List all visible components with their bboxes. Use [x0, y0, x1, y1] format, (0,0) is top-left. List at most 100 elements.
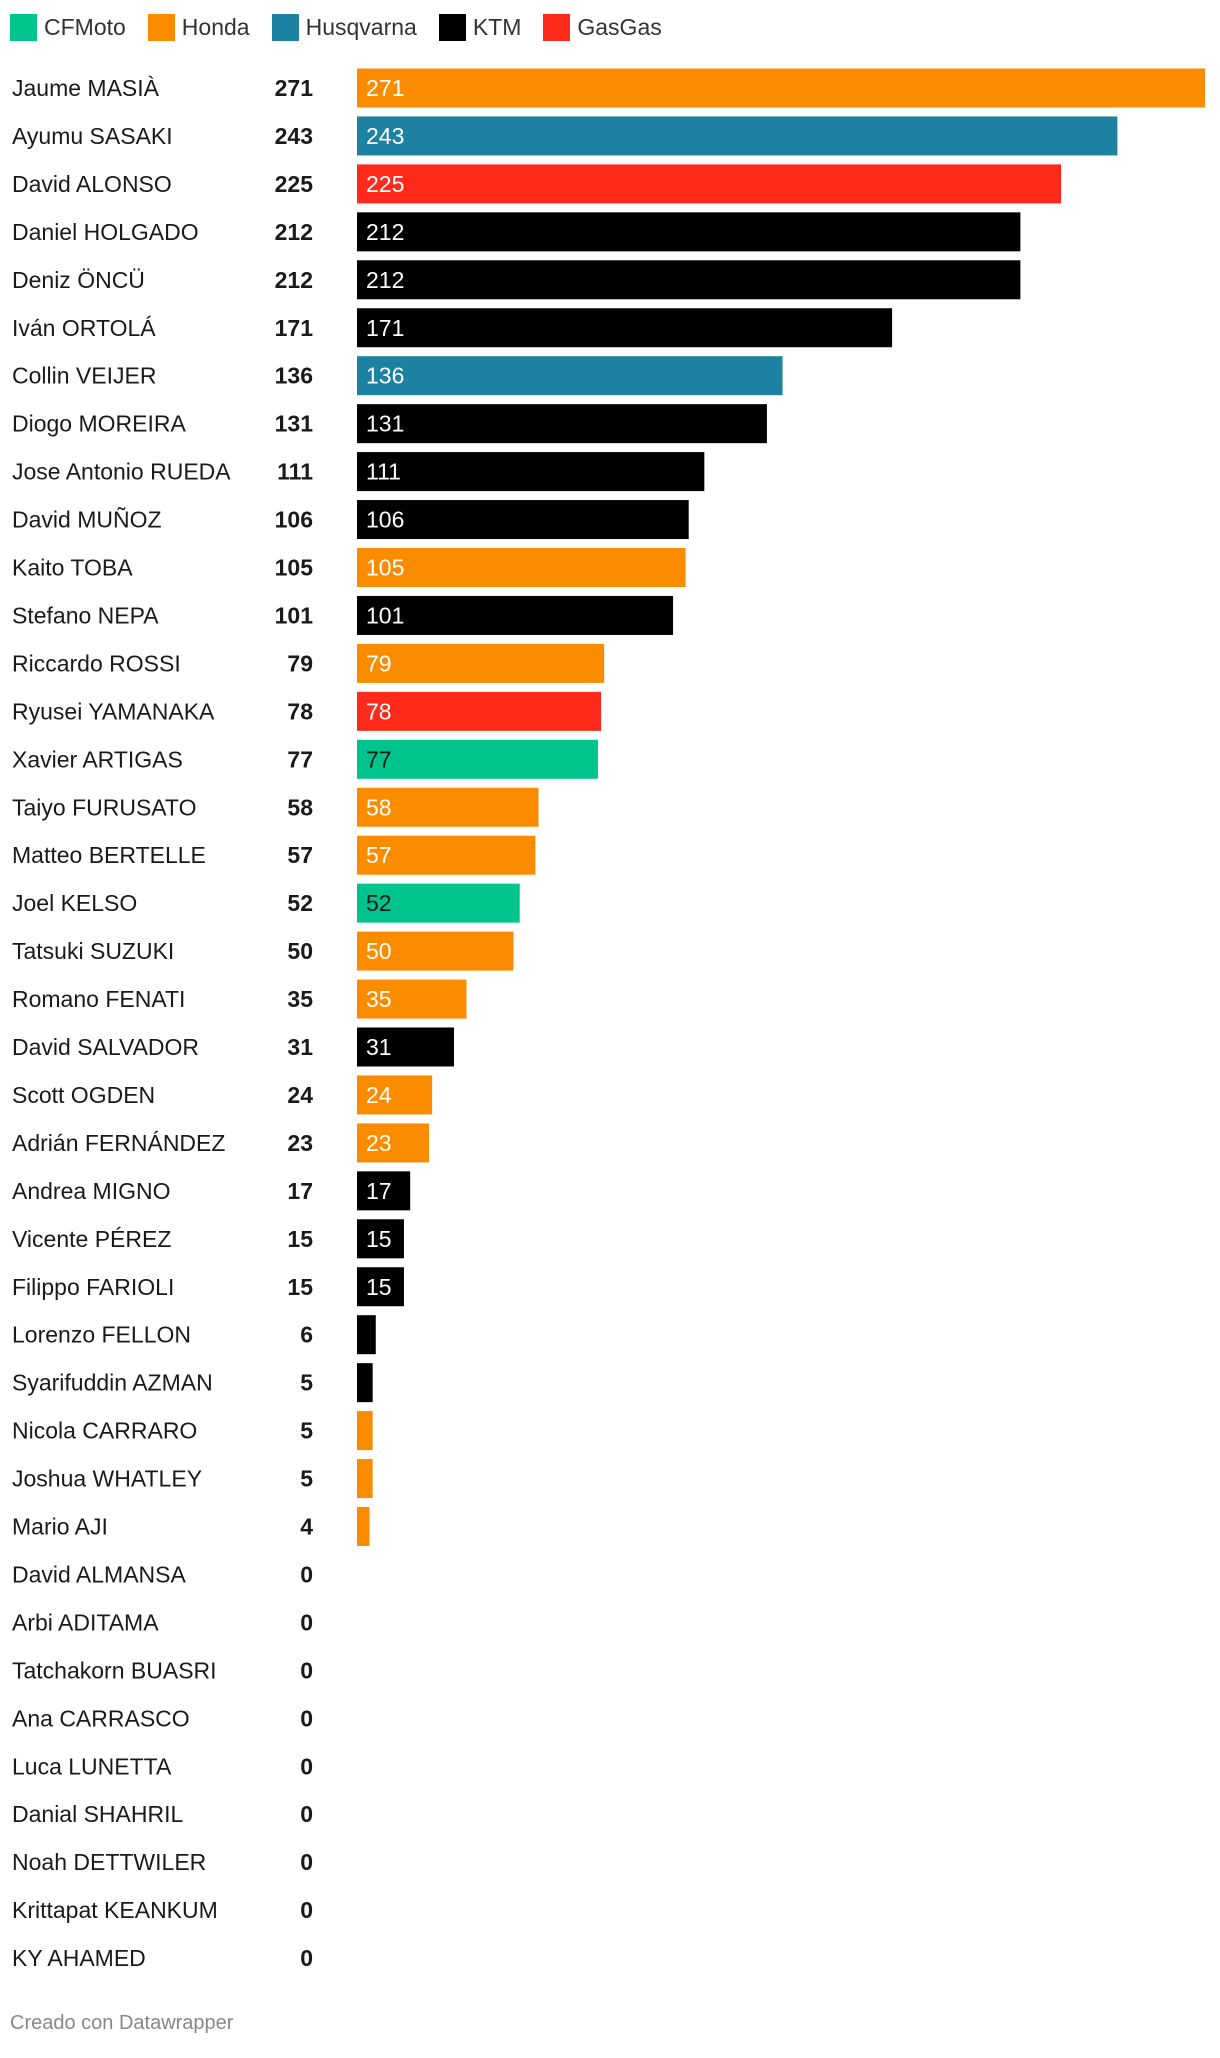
- bar: [357, 452, 705, 492]
- value-label: 136: [275, 363, 313, 389]
- category-label: Jose Antonio RUEDA: [12, 459, 231, 485]
- bar: [357, 116, 1118, 156]
- value-label: 24: [287, 1082, 313, 1108]
- legend-label: Husqvarna: [305, 13, 417, 40]
- bar: [357, 212, 1021, 252]
- category-label: Daniel HOLGADO: [12, 219, 199, 245]
- bar: [357, 1459, 373, 1499]
- category-label: David ALONSO: [12, 171, 172, 197]
- value-label: 15: [287, 1226, 313, 1252]
- category-label: Diogo MOREIRA: [12, 411, 186, 437]
- category-label: Syarifuddin AZMAN: [12, 1370, 213, 1396]
- legend-swatch: [543, 13, 571, 41]
- value-label: 271: [275, 75, 314, 101]
- bar-data-label: 212: [366, 267, 404, 293]
- bar: [357, 1123, 429, 1163]
- value-label: 79: [287, 650, 313, 676]
- value-label: 58: [287, 794, 313, 820]
- category-label: Lorenzo FELLON: [12, 1322, 191, 1348]
- legend-label: GasGas: [577, 13, 662, 40]
- footer-credit[interactable]: Creado con Datawrapper: [10, 2012, 234, 2034]
- value-label: 0: [300, 1753, 313, 1779]
- bar-data-label: 15: [366, 1226, 392, 1252]
- bar: [357, 1315, 376, 1355]
- bar-data-label: 15: [366, 1274, 392, 1300]
- value-label: 6: [300, 1322, 313, 1348]
- value-label: 5: [300, 1370, 313, 1396]
- bar-data-label: 35: [366, 986, 392, 1012]
- bar: [357, 500, 689, 540]
- value-label: 57: [287, 842, 313, 868]
- bar-data-label: 52: [366, 890, 392, 916]
- category-label: David MUÑOZ: [12, 507, 162, 533]
- category-label: Taiyo FURUSATO: [12, 794, 196, 820]
- value-label: 35: [287, 986, 313, 1012]
- category-label: Noah DETTWILER: [12, 1849, 206, 1875]
- category-label: Adrián FERNÁNDEZ: [12, 1130, 225, 1156]
- value-label: 0: [300, 1705, 313, 1731]
- value-label: 101: [275, 602, 314, 628]
- bar: [357, 164, 1062, 204]
- bar-data-label: 106: [366, 507, 404, 533]
- bar: [357, 739, 598, 779]
- value-label: 17: [287, 1178, 313, 1204]
- category-label: David ALMANSA: [12, 1561, 187, 1587]
- value-label: 225: [275, 171, 314, 197]
- legend-label: KTM: [472, 13, 522, 40]
- category-label: Tatchakorn BUASRI: [12, 1657, 217, 1683]
- bar: [357, 979, 467, 1019]
- value-label: 0: [300, 1945, 313, 1971]
- bar-data-label: 77: [366, 746, 392, 772]
- bar: [357, 356, 783, 396]
- legend: CFMoto Honda Husqvarna KTM GasGas: [10, 10, 684, 44]
- category-label: Iván ORTOLÁ: [12, 315, 156, 341]
- category-label: Danial SHAHRIL: [12, 1801, 183, 1827]
- category-label: Arbi ADITAMA: [12, 1609, 159, 1635]
- legend-swatch: [438, 13, 466, 41]
- category-label: Mario AJI: [12, 1514, 108, 1540]
- value-label: 31: [287, 1034, 313, 1060]
- category-label: Romano FENATI: [12, 986, 185, 1012]
- category-label: Joshua WHATLEY: [12, 1466, 202, 1492]
- category-label: Tatsuki SUZUKI: [12, 938, 174, 964]
- category-label: Luca LUNETTA: [12, 1753, 172, 1779]
- bar-data-label: 58: [366, 794, 392, 820]
- category-label: Andrea MIGNO: [12, 1178, 171, 1204]
- category-label: Jaume MASIÀ: [12, 75, 160, 101]
- value-label: 52: [287, 890, 313, 916]
- bar: [357, 1219, 404, 1259]
- value-label: 171: [275, 315, 314, 341]
- value-label: 0: [300, 1657, 313, 1683]
- bar: [357, 548, 686, 587]
- category-label: Filippo FARIOLI: [12, 1274, 174, 1300]
- bar-data-label: 57: [366, 842, 392, 868]
- category-label: Vicente PÉREZ: [12, 1226, 171, 1252]
- category-label: Nicola CARRARO: [12, 1418, 197, 1444]
- bar: [357, 1075, 433, 1115]
- value-label: 106: [275, 507, 313, 533]
- bar: [357, 595, 674, 635]
- legend-item-honda: Honda: [147, 13, 250, 41]
- value-label: 5: [300, 1418, 313, 1444]
- category-label: KY AHAMED: [12, 1945, 146, 1971]
- legend-label: Honda: [181, 13, 250, 40]
- bar-chart: Jaume MASIÀ 271 271 Ayumu SASAKI 243 243 David…: [12, 68, 1205, 1971]
- bar-data-label: 136: [366, 363, 404, 389]
- value-label: 212: [275, 267, 313, 293]
- value-label: 105: [275, 555, 314, 581]
- legend-item-husqvarna: Husqvarna: [271, 13, 417, 41]
- value-label: 0: [300, 1849, 313, 1875]
- bar-data-label: 101: [366, 602, 404, 628]
- category-label: Ana CARRASCO: [12, 1705, 190, 1731]
- bar: [357, 1027, 455, 1067]
- bar-data-label: 50: [366, 938, 392, 964]
- value-label: 243: [275, 123, 313, 149]
- category-label: Collin VEIJER: [12, 363, 156, 389]
- bar: [357, 787, 539, 827]
- bar: [357, 691, 602, 731]
- value-label: 77: [287, 746, 313, 772]
- bar: [357, 68, 1205, 108]
- category-label: Joel KELSO: [12, 890, 137, 916]
- bar: [357, 260, 1021, 300]
- category-label: Krittapat KEANKUM: [12, 1897, 218, 1923]
